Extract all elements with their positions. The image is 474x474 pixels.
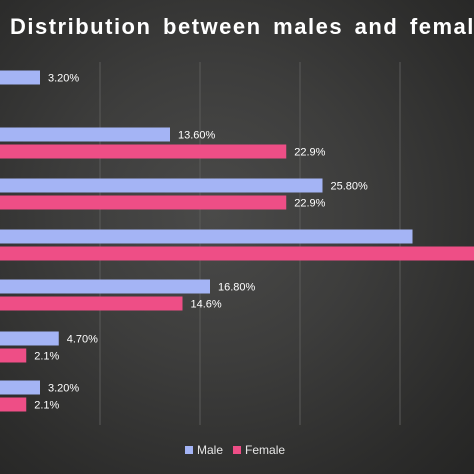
bar-female-4 (0, 296, 183, 311)
bar-male-4 (0, 279, 210, 294)
bar-male-5 (0, 331, 59, 346)
data-label-female-6: 2.1% (34, 400, 59, 412)
bar-male-1 (0, 127, 170, 142)
bar-female-5 (0, 348, 27, 363)
bar-female-1 (0, 144, 287, 159)
data-label-male-6: 3.20% (48, 383, 79, 395)
data-label-male-2: 25.80% (331, 181, 369, 193)
legend-label-male: Male (197, 443, 224, 457)
bar-female-2 (0, 195, 287, 210)
legend-swatch-female (233, 446, 242, 454)
legend: Male Female (185, 443, 295, 457)
data-label-female-4: 14.6% (191, 299, 222, 311)
data-label-male-0: 3.20% (48, 73, 79, 85)
chart-title: Distribution between males and females (10, 14, 474, 39)
data-label-male-5: 4.70% (67, 334, 98, 346)
data-label-female-2: 22.9% (294, 198, 325, 210)
legend-item-male: Male (185, 443, 223, 457)
bar-female-3 (0, 246, 474, 261)
data-label-female-1: 22.9% (294, 147, 325, 159)
data-label-male-1: 13.60% (178, 130, 216, 142)
bar-female-6 (0, 397, 27, 412)
bar-male-3 (0, 229, 413, 244)
bar-male-2 (0, 178, 323, 193)
bar-male-6 (0, 380, 40, 395)
bar-male-0 (0, 70, 40, 85)
legend-item-female: Female (233, 443, 285, 457)
legend-swatch-male (185, 446, 193, 454)
data-label-female-5: 2.1% (34, 351, 59, 363)
data-label-male-4: 16.80% (218, 282, 256, 294)
legend-label-female: Female (245, 443, 286, 457)
